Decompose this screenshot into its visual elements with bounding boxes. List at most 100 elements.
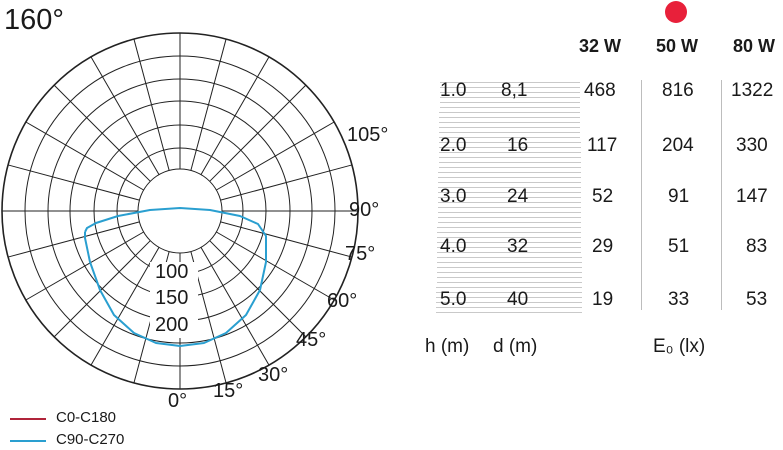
lux-80w-cell: 53	[746, 289, 768, 310]
legend-label-c0-c180: C0-C180	[56, 409, 117, 426]
grid-spoke	[209, 240, 307, 338]
lux-80w-cell: 1322	[731, 80, 774, 101]
hatch-line	[439, 122, 581, 123]
angle-label-45: 45°	[296, 329, 327, 351]
hatch-line	[439, 112, 581, 113]
hatch-line	[439, 117, 581, 118]
diameter-cell: 24	[507, 186, 529, 207]
hatch-line	[437, 237, 582, 238]
grid-spoke	[25, 121, 144, 191]
radial-label-100: 100	[155, 261, 189, 283]
grid-spoke	[53, 84, 151, 182]
hatch-line	[437, 217, 582, 218]
hatch-line	[436, 262, 582, 263]
hatch-line	[438, 182, 581, 183]
header-80w: 80 W	[733, 36, 776, 56]
hatch-line	[436, 307, 582, 308]
hatch-line	[439, 97, 581, 98]
legend-line-c90-c270	[10, 440, 46, 442]
separator-50w-80w	[721, 80, 722, 310]
height-column-label: h (m)	[425, 336, 470, 357]
angle-label-0: 0°	[168, 390, 188, 412]
legend-label-c90-c270: C90-C270	[56, 431, 125, 448]
lux-50w-cell: 816	[662, 80, 694, 101]
hatch-line	[439, 137, 581, 138]
hatch-line	[438, 162, 581, 163]
separator-32w-50w	[641, 80, 642, 310]
hatch-line	[438, 197, 581, 198]
hatch-line	[438, 172, 581, 173]
hatch-line	[439, 92, 581, 93]
grid-spoke	[90, 247, 160, 366]
illuminance-column-label: E₀ (lx)	[653, 336, 706, 357]
lux-80w-cell: 147	[736, 186, 768, 207]
grid-spoke	[209, 84, 307, 182]
selected-wattage-dot	[665, 1, 687, 23]
hatch-line	[439, 87, 581, 88]
lux-32w-cell: 29	[592, 236, 614, 257]
hatch-line	[438, 147, 581, 148]
grid-spoke	[133, 38, 170, 171]
grid-spoke	[7, 221, 140, 258]
hatch-line	[437, 222, 582, 223]
grid-spoke	[25, 231, 144, 301]
lux-32w-cell: 19	[592, 289, 614, 310]
hatch-line	[437, 207, 582, 208]
hatch-line	[436, 257, 582, 258]
lux-80w-cell: 83	[746, 236, 768, 257]
angle-label-105: 105°	[347, 124, 389, 146]
angle-label-15: 15°	[213, 380, 244, 402]
diameter-cell: 32	[507, 236, 529, 257]
grid-spoke	[200, 56, 270, 175]
hatch-line	[437, 242, 582, 243]
hatch-line	[439, 127, 581, 128]
grid-spoke	[7, 164, 140, 201]
hatch-line	[438, 187, 581, 188]
hatch-line	[438, 157, 581, 158]
legend-line-c0-c180	[10, 418, 46, 420]
grid-spoke	[200, 247, 270, 366]
hatch-line	[437, 212, 582, 213]
lux-50w-cell: 204	[662, 135, 694, 156]
angle-label-60: 60°	[327, 290, 358, 312]
grid-spoke	[53, 240, 151, 338]
hatch-line	[439, 102, 581, 103]
hatch-line	[436, 277, 582, 278]
hatch-line	[438, 177, 581, 178]
height-cell: 1.0	[440, 80, 467, 101]
grid-spoke	[220, 221, 353, 258]
hatch-line	[438, 152, 581, 153]
hatch-line	[438, 142, 581, 143]
radial-label-backdrop	[150, 262, 198, 338]
lux-32w-cell: 117	[587, 135, 618, 156]
hatch-line	[437, 202, 582, 203]
grid-spoke	[90, 56, 160, 175]
hatch-line	[436, 282, 582, 283]
diameter-cell: 8,1	[501, 80, 528, 101]
hatch-line	[437, 227, 582, 228]
grid-ring	[137, 168, 223, 254]
hatch-line	[439, 132, 581, 133]
lux-32w-cell: 468	[584, 80, 616, 101]
hatch-line	[436, 272, 582, 273]
hatch-line	[436, 312, 582, 313]
hatch-line	[438, 167, 581, 168]
radial-label-150: 150	[155, 287, 189, 309]
radial-label-200: 200	[155, 314, 189, 336]
hatch-line	[437, 252, 582, 253]
angle-label-30: 30°	[258, 364, 289, 386]
lux-32w-cell: 52	[592, 186, 614, 207]
height-cell: 3.0	[440, 186, 467, 207]
angle-label-90: 90°	[349, 199, 380, 221]
header-32w: 32 W	[579, 36, 622, 56]
hatch-line	[436, 267, 582, 268]
hatch-line	[436, 292, 582, 293]
diameter-column-label: d (m)	[493, 336, 538, 357]
lux-50w-cell: 91	[668, 186, 690, 207]
grid-spoke	[216, 121, 335, 191]
angle-label-75: 75°	[345, 243, 376, 265]
grid-spoke	[220, 164, 353, 201]
lux-50w-cell: 33	[668, 289, 690, 310]
hatch-line	[438, 192, 581, 193]
